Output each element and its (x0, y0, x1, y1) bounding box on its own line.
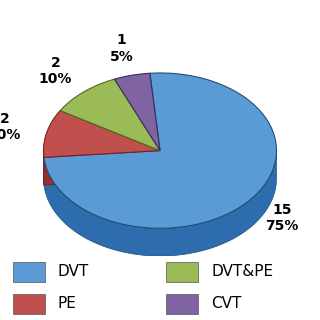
Text: DVT&PE: DVT&PE (211, 265, 273, 279)
Bar (13, 294, 45, 314)
Bar (166, 294, 198, 314)
Polygon shape (44, 152, 276, 256)
Polygon shape (115, 73, 160, 151)
Text: 2
10%: 2 10% (39, 56, 72, 86)
Text: DVT: DVT (58, 265, 89, 279)
Bar (13, 262, 45, 282)
Polygon shape (60, 79, 160, 151)
Polygon shape (44, 73, 276, 228)
Text: 1
5%: 1 5% (109, 33, 133, 64)
Text: CVT: CVT (211, 297, 242, 311)
Text: PE: PE (58, 297, 76, 311)
Polygon shape (44, 151, 160, 185)
Polygon shape (44, 151, 160, 185)
Polygon shape (44, 111, 160, 157)
Text: 15
75%: 15 75% (266, 203, 299, 233)
Text: 2
10%: 2 10% (0, 112, 21, 142)
Bar (166, 262, 198, 282)
